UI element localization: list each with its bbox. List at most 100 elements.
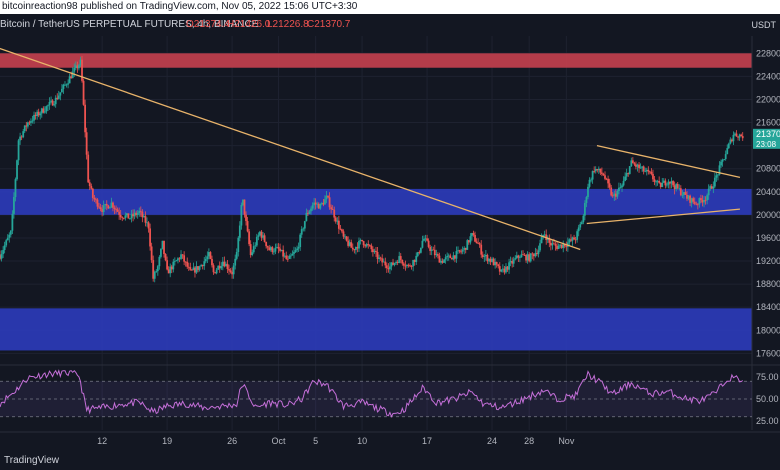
candle-body	[231, 271, 233, 275]
candle-body	[426, 238, 428, 241]
candle-body	[316, 203, 319, 205]
candle-body	[169, 266, 172, 274]
candle-body	[665, 184, 668, 186]
candle-body	[446, 255, 449, 258]
rsi-tick-label: 25.00	[756, 416, 779, 426]
candle-body	[534, 252, 537, 257]
candle-body	[549, 242, 552, 246]
candle-body	[150, 246, 153, 261]
grid	[0, 36, 752, 430]
candle-body	[514, 258, 517, 260]
candle-body	[279, 248, 281, 251]
candle-body	[141, 211, 144, 218]
candle-body	[13, 197, 15, 214]
candle-body	[74, 65, 77, 68]
candle-body	[653, 179, 656, 182]
candle-body	[573, 237, 575, 240]
candle-body	[62, 84, 65, 89]
candle-body	[559, 244, 562, 246]
candle-body	[101, 209, 104, 213]
candle-body	[508, 262, 510, 270]
candle-body	[648, 171, 651, 173]
candle-body	[362, 241, 365, 246]
candle-body	[266, 246, 269, 248]
candle-body	[568, 239, 571, 243]
candle-body	[294, 250, 297, 252]
candle-body	[254, 245, 257, 247]
candle-body	[322, 202, 325, 205]
candle-body	[20, 136, 23, 138]
candle-body	[443, 259, 445, 263]
footer: TradingView	[0, 452, 780, 470]
trendline	[596, 144, 741, 178]
candle-body	[283, 255, 286, 257]
candle-body	[553, 243, 555, 245]
candle-body	[95, 199, 97, 201]
publisher-strip: bitcoinreaction98 published on TradingVi…	[0, 0, 780, 14]
candle-body	[113, 207, 116, 209]
candle-body	[207, 252, 210, 257]
price-tick-label: 18800	[756, 279, 780, 289]
candle-body	[467, 240, 470, 243]
candle-body	[440, 260, 442, 263]
candle-body	[721, 160, 724, 162]
candle-body	[466, 240, 469, 250]
candle-body	[433, 249, 436, 256]
candle-body	[260, 231, 263, 238]
candle-body	[614, 193, 617, 197]
candle-body	[8, 234, 11, 238]
candle-body	[220, 266, 223, 269]
publisher-text: bitcoinreaction98 published on TradingVi…	[2, 1, 358, 12]
candle-body	[423, 238, 425, 241]
candle-body	[81, 59, 83, 81]
candle-body	[480, 244, 483, 255]
candle-body	[194, 267, 196, 273]
candle-body	[401, 259, 404, 264]
candle-body	[635, 164, 637, 167]
price-tick-label: 18000	[756, 325, 780, 335]
candle-body	[498, 266, 501, 272]
candle-body	[693, 201, 696, 204]
time-tick-label: 28	[524, 436, 534, 446]
candles	[0, 55, 744, 283]
candle-body	[334, 217, 337, 222]
candle-body	[709, 186, 712, 189]
candle-body	[85, 132, 88, 155]
candle-body	[710, 186, 713, 189]
candle-body	[727, 143, 730, 149]
candle-body	[53, 104, 56, 106]
candle-body	[656, 180, 659, 182]
candle-body	[636, 164, 639, 167]
candle-body	[602, 173, 605, 176]
candle-body	[382, 261, 385, 263]
candle-body	[164, 254, 167, 261]
candle-body	[348, 242, 351, 246]
candle-body	[610, 187, 613, 196]
candle-body	[51, 100, 54, 106]
candle-body	[130, 213, 133, 219]
candle-body	[557, 245, 560, 249]
candle-body	[181, 254, 184, 256]
candle-body	[36, 111, 39, 117]
symbol-title: Bitcoin / TetherUS PERPETUAL FUTURES, 4h…	[0, 19, 259, 30]
candle-body	[203, 261, 206, 267]
candle-body	[317, 203, 320, 209]
time-tick-label: Oct	[272, 436, 287, 446]
candle-body	[96, 199, 99, 207]
candle-body	[285, 255, 288, 259]
candle-body	[554, 244, 557, 246]
candle-body	[5, 240, 8, 246]
candle-body	[183, 255, 186, 262]
candle-body	[574, 239, 577, 241]
candle-body	[525, 255, 527, 261]
candle-body	[576, 231, 579, 240]
candle-body	[393, 263, 396, 265]
candle-body	[500, 269, 503, 272]
candle-body	[56, 97, 59, 99]
candle-body	[39, 113, 42, 116]
candle-body	[406, 264, 408, 267]
last-price-tag	[753, 128, 780, 149]
candle-body	[37, 111, 40, 116]
candle-body	[336, 220, 339, 222]
